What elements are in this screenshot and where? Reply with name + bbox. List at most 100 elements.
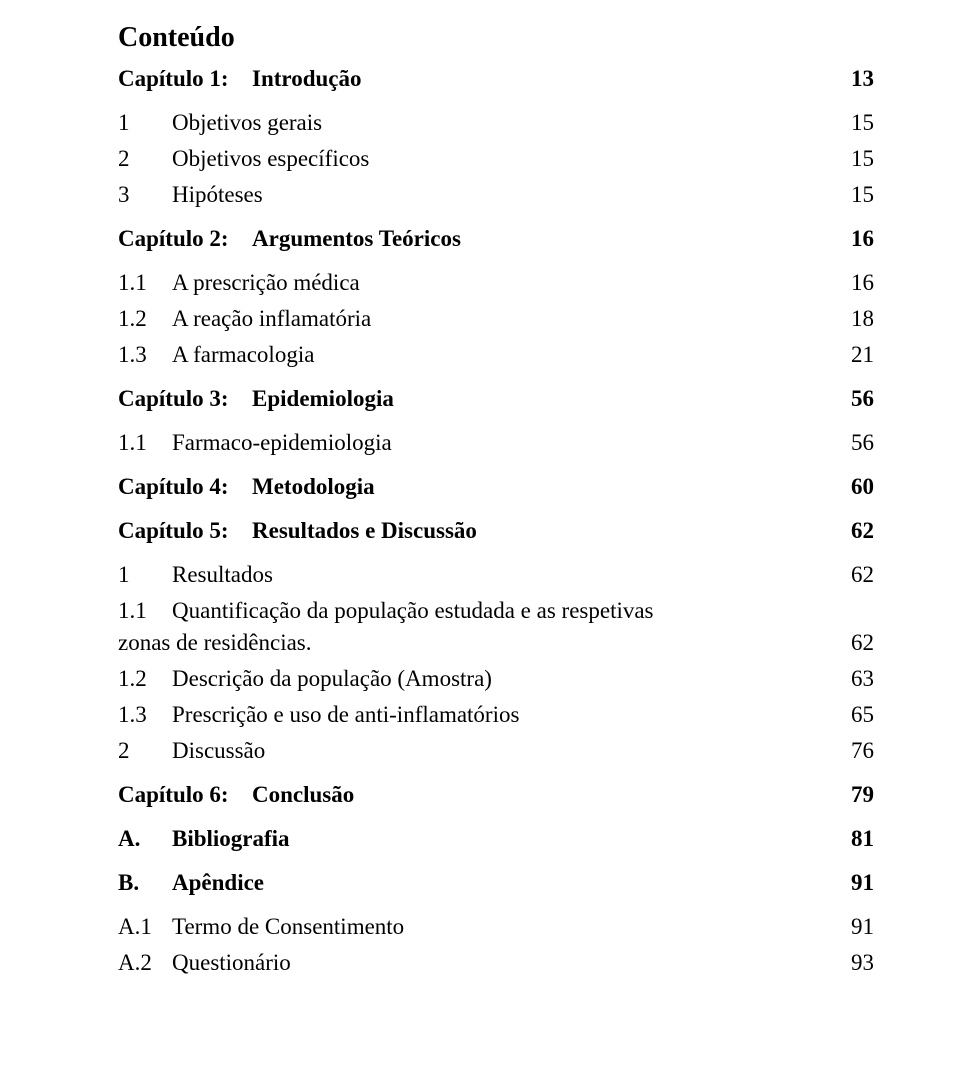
spacer [118,656,874,666]
toc-row-label: 1.2 [118,666,168,692]
page: Conteúdo Capítulo 1:Introdução131Objetiv… [0,0,960,1077]
toc-row: 1.1Farmaco-epidemiologia 56 [118,430,874,456]
toc-row-page: 81 [844,826,874,852]
spacer [118,136,874,146]
toc-row-label: B. [118,870,168,896]
toc-row: 1.3Prescrição e uso de anti-inflamatório… [118,702,874,728]
toc-row-title: Prescrição e uso de anti-inflamatórios [168,702,519,728]
spacer [118,456,874,474]
toc-row-title: Resultados [168,562,273,588]
spacer [118,940,874,950]
toc-row-title: Hipóteses [168,182,263,208]
toc-row-label: 1.3 [118,342,168,368]
spacer [118,172,874,182]
toc-row-title: Resultados e Discussão [248,518,477,544]
spacer [118,296,874,306]
toc-row-page: 60 [844,474,874,500]
toc-row-title: Discussão [168,738,265,764]
toc-row-title: Conclusão [248,782,354,808]
toc-row-title: A prescrição médica [168,270,360,296]
spacer [118,852,874,870]
toc-row-label: 1.2 [118,306,168,332]
spacer [118,808,874,826]
spacer [118,692,874,702]
toc-row-label: Capítulo 6: [118,782,248,808]
toc-row-title: Questionário [168,950,291,976]
toc-row: 1.1Quantificação da população estudada e… [118,598,874,624]
toc-row-continuation: zonas de residências. 62 [118,630,874,656]
toc-row-page: 18 [844,306,874,332]
toc-row-title: A farmacologia [168,342,314,368]
toc-row: Capítulo 6:Conclusão79 [118,782,874,808]
toc-row: Capítulo 2:Argumentos Teóricos16 [118,226,874,252]
toc-row: A.Bibliografia81 [118,826,874,852]
spacer [118,208,874,226]
spacer [118,544,874,562]
toc-row: 1.1A prescrição médica 16 [118,270,874,296]
toc-row-page: 91 [844,914,874,940]
toc-row-label: 1.1 [118,270,168,296]
spacer [118,332,874,342]
toc-row: A.2Questionário 93 [118,950,874,976]
toc-row-title: Epidemiologia [248,386,394,412]
toc-title: Conteúdo [118,22,874,54]
toc-row: 3Hipóteses15 [118,182,874,208]
toc-row-title: Termo de Consentimento [168,914,404,940]
toc-row-page: 15 [844,146,874,172]
toc-row-page: 16 [844,270,874,296]
toc-row: Capítulo 3:Epidemiologia 56 [118,386,874,412]
toc-row-page: 62 [844,562,874,588]
toc-row-page: 21 [844,342,874,368]
toc-row-title: Farmaco-epidemiologia [168,430,392,456]
toc-row-label: 1 [118,562,168,588]
toc-row-page: 13 [844,66,874,92]
toc-row: Capítulo 1:Introdução 13 [118,66,874,92]
toc-body: Capítulo 1:Introdução131Objetivos gerais… [118,66,874,976]
toc-row-title: zonas de residências. [118,630,312,656]
toc-row: A.1Termo de Consentimento 91 [118,914,874,940]
toc-row-label: A.2 [118,950,168,976]
toc-row: 1.2A reação inflamatória 18 [118,306,874,332]
toc-row-title: Quantificação da população estudada e as… [168,598,654,624]
toc-row: B.Apêndice 91 [118,870,874,896]
toc-row-title: A reação inflamatória [168,306,371,332]
spacer [118,500,874,518]
toc-row-label: 1.1 [118,598,168,624]
toc-row: 2Objetivos específicos15 [118,146,874,172]
toc-row-label: 3 [118,182,168,208]
toc-row-page: 62 [844,630,874,656]
toc-row-label: Capítulo 3: [118,386,248,412]
toc-row-label: 1 [118,110,168,136]
toc-row-label: Capítulo 1: [118,66,248,92]
toc-row-label: 2 [118,146,168,172]
toc-row: 1.3A farmacologia 21 [118,342,874,368]
toc-row-page: 16 [844,226,874,252]
toc-row-label: A.1 [118,914,168,940]
spacer [118,368,874,386]
toc-row: Capítulo 4:Metodologia 60 [118,474,874,500]
toc-row-page: 65 [844,702,874,728]
toc-row-label: Capítulo 4: [118,474,248,500]
toc-row: Capítulo 5:Resultados e Discussão62 [118,518,874,544]
spacer [118,92,874,110]
toc-row-label: A. [118,826,168,852]
toc-row-page: 91 [844,870,874,896]
toc-row: 1Objetivos gerais15 [118,110,874,136]
toc-row: 1.2Descrição da população (Amostra)63 [118,666,874,692]
toc-row-label: 1.3 [118,702,168,728]
toc-row-page: 56 [844,386,874,412]
toc-row-title: Argumentos Teóricos [248,226,461,252]
toc-row-page: 62 [844,518,874,544]
toc-row-title: Metodologia [248,474,375,500]
toc-row: 1Resultados 62 [118,562,874,588]
toc-row-page: 93 [844,950,874,976]
toc-row-page: 63 [844,666,874,692]
toc-row-label: 1.1 [118,430,168,456]
toc-row-title: Introdução [248,66,362,92]
spacer [118,588,874,598]
toc-row-page: 56 [844,430,874,456]
spacer [118,412,874,430]
toc-row-label: 2 [118,738,168,764]
toc-row-title: Apêndice [168,870,264,896]
toc-row-page: 15 [844,110,874,136]
